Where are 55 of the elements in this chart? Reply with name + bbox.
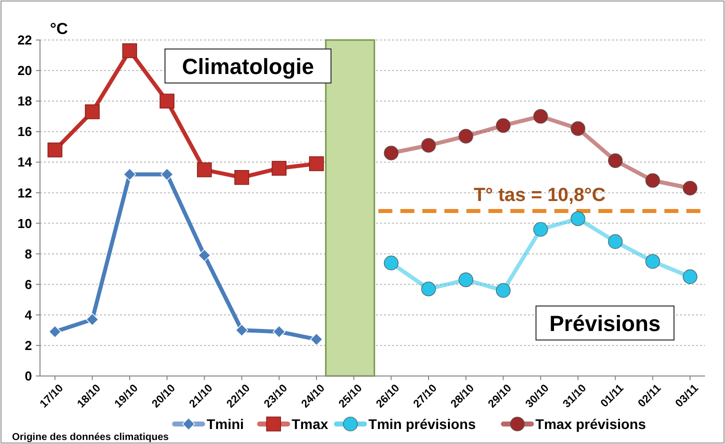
point: [682, 269, 698, 284]
point: [458, 272, 474, 288]
point: [533, 109, 548, 124]
y-tick-label: 22: [18, 32, 32, 48]
point: [310, 332, 323, 346]
legend-label: Tmini: [206, 416, 244, 432]
point: [86, 313, 99, 326]
y-tick-label: 2: [24, 338, 32, 354]
point: [608, 153, 623, 168]
point: [645, 254, 660, 269]
point: [682, 180, 698, 196]
ref-line-label: T° tas = 10,8°C: [474, 185, 606, 206]
point: [645, 173, 660, 188]
point: [421, 282, 436, 296]
legend-label: Tmax: [292, 416, 328, 432]
point: [234, 170, 250, 185]
point: [272, 325, 286, 338]
y-tick-label: 8: [24, 246, 32, 262]
y-tick-label: 6: [24, 276, 32, 292]
point: [160, 168, 174, 181]
point: [309, 156, 324, 172]
point: [384, 146, 398, 160]
y-tick-label: 16: [18, 124, 32, 140]
point: [48, 142, 62, 158]
point: [235, 324, 248, 337]
point: [533, 222, 548, 237]
point: [123, 168, 136, 181]
point: [272, 160, 286, 176]
point: [570, 121, 586, 136]
point: [496, 283, 511, 298]
point: [458, 128, 474, 144]
legend-label: Tmin prévisions: [368, 416, 476, 432]
point: [384, 256, 398, 270]
y-tick-label: 0: [24, 368, 32, 384]
point: [160, 94, 174, 108]
y-tick-label: 18: [18, 94, 32, 109]
y-tick-label: 12: [18, 185, 32, 200]
y-tick-label: 14: [18, 154, 33, 170]
point: [122, 43, 138, 58]
point: [496, 118, 511, 133]
y-tick-label: 20: [18, 63, 32, 78]
point: [84, 104, 100, 120]
point: [570, 211, 586, 226]
y-axis-title: °C: [50, 21, 68, 38]
text: Origine des données climatiques: [12, 432, 170, 443]
legend-label: Tmax prévisions: [535, 416, 646, 432]
y-tick-label: 4: [24, 307, 33, 322]
point: [421, 138, 436, 153]
y-tick-label: 10: [18, 216, 32, 231]
point: [196, 162, 212, 178]
point: [198, 248, 211, 262]
annotation: Climatologie: [182, 54, 314, 79]
point: [48, 325, 62, 338]
point: [608, 234, 623, 249]
annotation: Prévisions: [549, 311, 661, 336]
